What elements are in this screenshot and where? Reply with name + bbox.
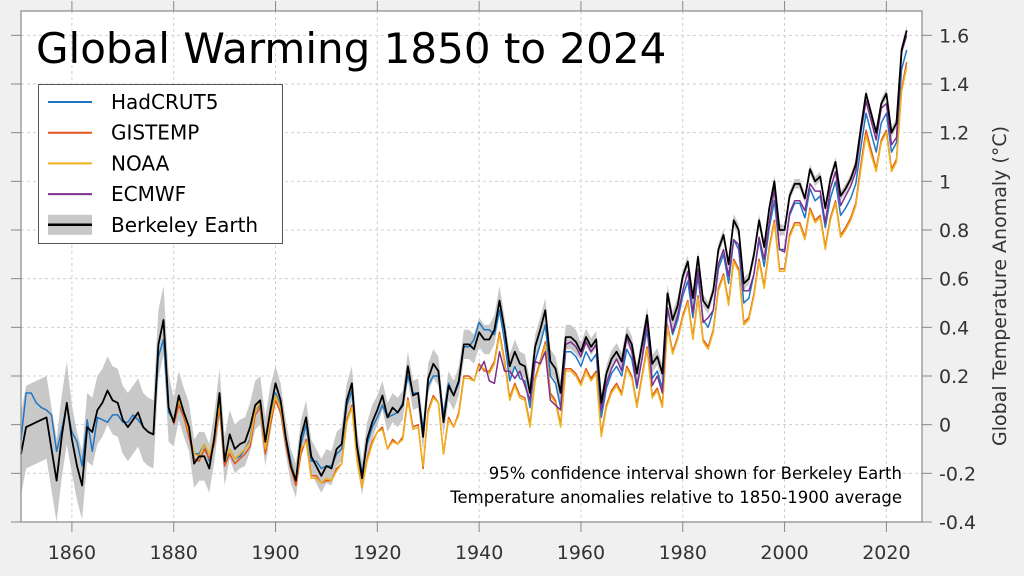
series-line-ecmwf — [478, 35, 908, 411]
x-tick-label: 1960 — [557, 542, 605, 564]
plot-frame — [20, 10, 923, 523]
y-tick-label: 1 — [939, 171, 951, 193]
y-tick-label: 0.6 — [939, 269, 969, 291]
y-tick-label: 0 — [939, 415, 951, 437]
y-tick-label: 1.6 — [939, 25, 969, 47]
legend-item-hadcrut5: HadCRUT5 — [48, 90, 218, 114]
annotation-baseline: Temperature anomalies relative to 1850-1… — [449, 488, 902, 507]
y-axis-label: Global Temperature Anomaly (°C) — [989, 126, 1011, 446]
legend-item-gistemp: GISTEMP — [48, 121, 199, 145]
legend-label: Berkeley Earth — [111, 213, 258, 237]
x-tick-label: 1900 — [251, 542, 299, 564]
y-tick-label: -0.2 — [939, 463, 976, 485]
x-tick-label: 1940 — [455, 542, 503, 564]
chart-title: Global Warming 1850 to 2024 — [36, 24, 666, 73]
legend-item-berkeley-earth: Berkeley Earth — [48, 213, 258, 237]
legend-label: GISTEMP — [111, 121, 199, 145]
x-tick-label: 1860 — [48, 542, 96, 564]
y-tick-label: 0.8 — [939, 220, 969, 242]
y-axis: -0.4 -0.2 0 0.2 0.4 0.6 0.8 1 1.2 1.4 1.6 — [11, 25, 976, 534]
legend-label: ECMWF — [111, 182, 186, 206]
x-tick-label: 2020 — [862, 542, 910, 564]
series-lines — [20, 30, 908, 489]
y-tick-label: 0.4 — [939, 317, 969, 339]
legend-item-noaa: NOAA — [48, 151, 170, 175]
legend-label: HadCRUT5 — [111, 90, 218, 114]
series-line-berkeley-earth — [20, 30, 908, 487]
y-tick-label: 0.2 — [939, 366, 969, 388]
legend-item-ecmwf: ECMWF — [48, 182, 186, 206]
legend-label: NOAA — [111, 151, 170, 175]
x-tick-label: 1980 — [659, 542, 707, 564]
y-tick-label: 1.2 — [939, 123, 969, 145]
legend: HadCRUT5 GISTEMP NOAA ECMWF Berkeley Earth — [38, 84, 283, 244]
x-tick-label: 1920 — [353, 542, 401, 564]
x-tick-label: 2000 — [760, 542, 808, 564]
x-tick-label: 1880 — [150, 542, 198, 564]
y-tick-label: 1.4 — [939, 74, 969, 96]
y-tick-label: -0.4 — [939, 512, 976, 534]
annotation-confidence: 95% confidence interval shown for Berkel… — [489, 464, 902, 483]
x-axis: 1860 1880 1900 1920 1940 1960 1980 2000 2020 — [48, 1, 911, 564]
